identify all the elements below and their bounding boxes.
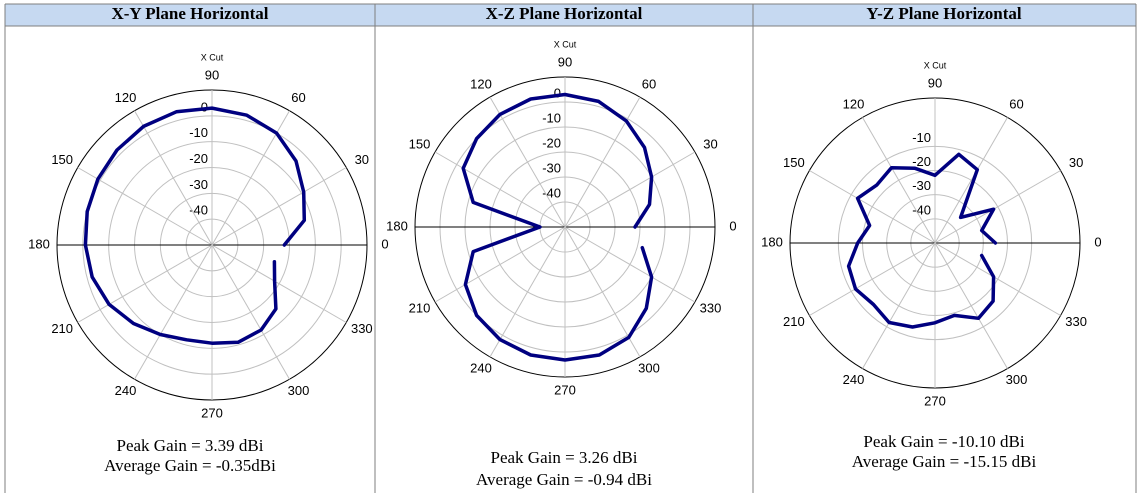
spoke	[564, 226, 641, 358]
subtitle: X Cut	[924, 60, 947, 70]
column-header: Y-Z Plane Horizontal	[866, 4, 1021, 23]
r-tick-label: 0	[201, 99, 208, 114]
spoke	[564, 151, 696, 228]
theta-tick-label: 90	[205, 67, 219, 82]
r-tick-label: -30	[189, 177, 208, 192]
theta-tick-label: 90	[928, 75, 942, 90]
spoke	[134, 110, 213, 246]
r-tick-label: -10	[189, 125, 208, 140]
theta-tick-label: 30	[1069, 155, 1083, 170]
theta-tick-label: 0	[1094, 234, 1101, 249]
subtitle: X Cut	[201, 52, 224, 62]
theta-tick-label: 240	[470, 360, 492, 375]
spoke	[434, 226, 566, 303]
r-tick-label: -30	[542, 160, 561, 175]
theta-tick-label: 330	[1065, 314, 1087, 329]
theta-tick-label: 30	[355, 152, 369, 167]
column-header: X-Y Plane Horizontal	[111, 4, 268, 23]
theta-tick-label: 60	[642, 76, 656, 91]
theta-tick-label: 120	[115, 90, 137, 105]
theta-tick-label: 180	[28, 236, 50, 251]
theta-tick-label: 0	[729, 218, 736, 233]
spoke	[77, 244, 213, 323]
theta-tick-label: 30	[703, 136, 717, 151]
theta-tick-label: 270	[554, 382, 576, 397]
spoke	[489, 96, 566, 228]
spoke	[211, 244, 347, 323]
theta-tick-label: 270	[924, 393, 946, 408]
theta-tick-label: 90	[558, 54, 572, 69]
spoke	[564, 96, 641, 228]
gain-line	[83, 106, 307, 345]
average-gain: Average Gain = -0.35dBi	[104, 456, 276, 475]
spoke	[934, 117, 1008, 244]
subtitle: X Cut	[554, 39, 577, 49]
average-gain: Average Gain = -0.94 dBi	[476, 470, 652, 489]
spoke	[809, 170, 936, 244]
theta-tick-label: 240	[843, 372, 865, 387]
theta-tick-label: 300	[1006, 372, 1028, 387]
theta-tick-label: 180	[386, 218, 408, 233]
spoke	[862, 242, 936, 369]
r-tick-label: 0	[554, 85, 561, 100]
spoke	[934, 242, 1008, 369]
average-gain: Average Gain = -15.15 dBi	[852, 452, 1037, 471]
spoke	[934, 170, 1061, 244]
r-tick-label: -40	[542, 185, 561, 200]
theta-tick-label: 330	[351, 321, 373, 336]
r-tick-label: -30	[912, 178, 931, 193]
spoke	[211, 244, 290, 380]
theta-tick-label: 270	[201, 405, 223, 420]
r-tick-label: -10	[542, 110, 561, 125]
theta-tick-label: 150	[409, 136, 431, 151]
spoke	[489, 226, 566, 358]
theta-tick-label: 60	[1009, 97, 1023, 112]
theta-tick-label: 150	[783, 155, 805, 170]
gain-line	[461, 92, 654, 362]
peak-gain: Peak Gain = 3.39 dBi	[117, 436, 264, 455]
spoke	[211, 167, 347, 246]
spoke	[862, 117, 936, 244]
theta-tick-label: 210	[409, 300, 431, 315]
theta-tick-label: 210	[783, 314, 805, 329]
theta-tick-label: 120	[843, 97, 865, 112]
peak-gain: Peak Gain = 3.26 dBi	[491, 448, 638, 467]
spoke	[934, 242, 1061, 316]
spoke	[77, 167, 213, 246]
spoke	[134, 244, 213, 380]
r-tick-label: -20	[912, 154, 931, 169]
r-tick-label: -10	[912, 130, 931, 145]
table-borders	[4, 3, 1137, 493]
r-tick-label: -20	[189, 151, 208, 166]
theta-tick-label: 180	[761, 234, 783, 249]
column-header: X-Z Plane Horizontal	[486, 4, 643, 23]
theta-tick-label: 330	[700, 300, 722, 315]
header-row	[5, 4, 1136, 26]
r-tick-label: -40	[912, 202, 931, 217]
gain-line	[846, 152, 998, 329]
spoke	[564, 226, 696, 303]
theta-tick-label: 150	[51, 152, 73, 167]
theta-tick-label: 240	[115, 383, 137, 398]
peak-gain: Peak Gain = -10.10 dBi	[863, 432, 1024, 451]
spoke	[809, 242, 936, 316]
r-tick-label: -20	[542, 135, 561, 150]
theta-tick-label: 0	[381, 236, 388, 251]
theta-tick-label: 300	[288, 383, 310, 398]
theta-tick-label: 120	[470, 76, 492, 91]
spoke	[434, 151, 566, 228]
theta-tick-label: 300	[638, 360, 660, 375]
theta-tick-label: 210	[51, 321, 73, 336]
theta-tick-label: 60	[291, 90, 305, 105]
